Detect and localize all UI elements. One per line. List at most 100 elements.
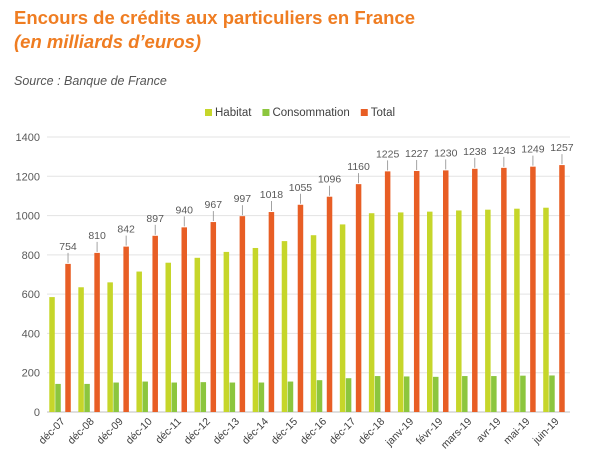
bar-total xyxy=(326,196,333,412)
bar-habitat xyxy=(223,251,230,412)
x-tick-label: mars-19 xyxy=(439,416,475,452)
bar-total xyxy=(472,168,478,412)
total-data-label: 997 xyxy=(234,193,252,205)
bar-consommation xyxy=(113,382,119,412)
bar-consommation xyxy=(491,376,497,412)
x-tick-label: déc-18 xyxy=(356,416,387,447)
chart-subtitle: (en milliards d’euros) xyxy=(14,31,202,52)
total-data-label: 1018 xyxy=(260,189,284,201)
bar-consommation xyxy=(55,383,61,412)
legend-label: Total xyxy=(371,107,395,119)
bar-total xyxy=(559,165,565,412)
bar-total xyxy=(94,252,100,412)
y-tick-label: 400 xyxy=(22,328,40,340)
total-data-label: 1225 xyxy=(376,148,400,160)
legend-swatch xyxy=(205,109,212,116)
y-tick-label: 0 xyxy=(34,407,40,419)
bar-consommation xyxy=(258,382,265,412)
total-data-label: 1243 xyxy=(492,145,516,157)
legend-label: Consommation xyxy=(272,107,349,119)
y-tick-label: 1200 xyxy=(16,171,40,183)
total-data-label: 1055 xyxy=(289,182,313,194)
legend-label: Habitat xyxy=(215,107,252,119)
total-data-label: 810 xyxy=(88,230,106,242)
x-tick-label: déc-08 xyxy=(66,416,97,447)
bar-total xyxy=(152,235,158,412)
bar-habitat xyxy=(165,262,171,412)
bar-total xyxy=(181,227,187,412)
y-tick-label: 1400 xyxy=(16,132,40,144)
bar-habitat xyxy=(136,271,142,412)
bar-total xyxy=(501,167,507,412)
total-data-label: 1160 xyxy=(347,161,370,173)
bar-habitat xyxy=(107,282,113,412)
bar-total xyxy=(384,171,391,412)
bar-total xyxy=(297,204,304,412)
x-tick-label: déc-10 xyxy=(124,416,155,447)
bar-habitat xyxy=(543,207,549,412)
x-tick-label: déc-17 xyxy=(327,416,358,447)
bar-total xyxy=(65,263,71,412)
bar-habitat xyxy=(252,247,259,412)
y-tick-label: 200 xyxy=(22,368,40,380)
bar-consommation xyxy=(520,375,526,412)
x-tick-label: déc-12 xyxy=(182,416,213,447)
bar-consommation xyxy=(84,383,90,412)
bar-habitat xyxy=(194,257,201,412)
total-data-label: 1249 xyxy=(521,144,545,156)
bar-habitat xyxy=(485,209,491,412)
total-data-label: 1227 xyxy=(405,148,429,160)
x-tick-label: déc-14 xyxy=(240,416,271,447)
total-data-label: 1257 xyxy=(550,142,574,154)
total-data-label: 897 xyxy=(146,213,164,225)
x-tick-label: avr-19 xyxy=(474,416,504,446)
y-tick-label: 800 xyxy=(22,250,40,262)
bar-total xyxy=(530,166,536,412)
total-data-label: 967 xyxy=(205,199,223,211)
bar-habitat xyxy=(78,287,84,412)
bar-consommation xyxy=(403,376,410,412)
x-tick-label: juin-19 xyxy=(530,416,562,448)
x-tick-label: déc-15 xyxy=(269,416,300,447)
bar-habitat xyxy=(427,211,433,412)
bar-habitat xyxy=(456,210,462,412)
total-data-label: 842 xyxy=(117,224,135,236)
bar-total xyxy=(268,212,275,412)
legend-swatch xyxy=(360,109,368,116)
bar-total xyxy=(239,216,246,412)
bar-habitat xyxy=(281,241,288,412)
bar-consommation xyxy=(374,376,381,412)
bar-consommation xyxy=(142,381,148,412)
total-data-label: 940 xyxy=(175,204,193,216)
bar-total xyxy=(355,184,362,412)
bar-consommation xyxy=(287,381,294,412)
x-tick-label: déc-11 xyxy=(153,416,184,447)
total-data-label: 1096 xyxy=(318,174,342,186)
y-tick-label: 600 xyxy=(22,289,40,301)
legend-swatch xyxy=(262,109,270,116)
total-data-label: 1230 xyxy=(434,147,458,159)
bar-habitat xyxy=(514,208,520,412)
y-tick-label: 1000 xyxy=(16,211,40,223)
bar-total xyxy=(443,170,449,412)
bar-consommation xyxy=(345,378,352,412)
x-tick-label: déc-07 xyxy=(36,416,67,447)
bar-total xyxy=(123,246,129,412)
bar-habitat xyxy=(49,297,55,412)
chart-title: Encours de crédits aux particuliers en F… xyxy=(14,7,415,28)
x-tick-label: janv-19 xyxy=(383,416,417,450)
bar-habitat xyxy=(397,212,404,412)
chart-source: Source : Banque de France xyxy=(14,74,167,88)
bar-consommation xyxy=(200,382,207,412)
bar-consommation xyxy=(171,382,177,412)
x-tick-label: déc-09 xyxy=(95,416,126,447)
bar-consommation xyxy=(316,380,323,412)
bar-consommation xyxy=(229,382,236,412)
bar-total xyxy=(210,222,217,412)
bar-habitat xyxy=(368,213,375,412)
total-data-label: 1238 xyxy=(463,146,487,158)
bar-total xyxy=(413,170,420,412)
x-tick-label: déc-16 xyxy=(298,416,329,447)
bar-consommation xyxy=(433,376,439,412)
